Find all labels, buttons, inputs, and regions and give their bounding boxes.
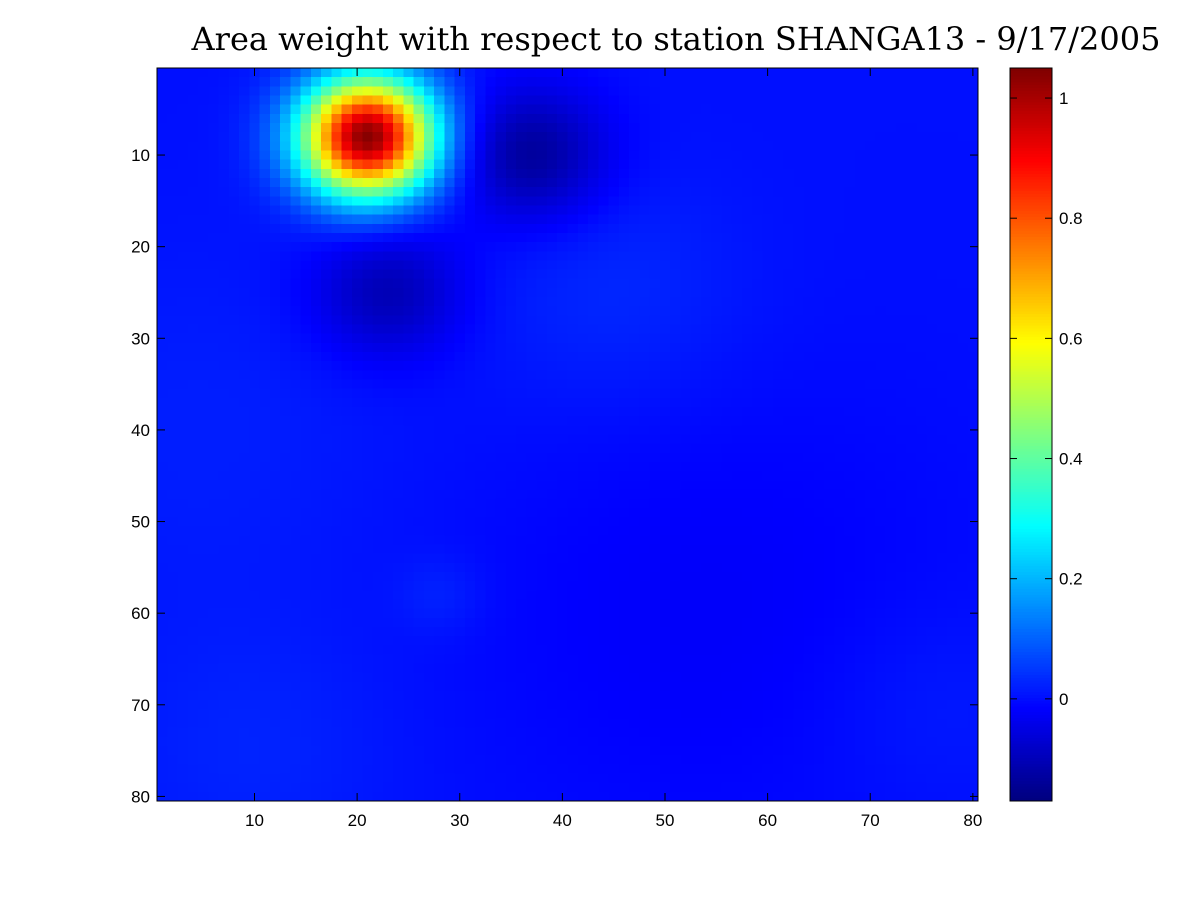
y-tick-label: 50 [131, 513, 150, 532]
x-axis: 10 20 30 40 50 60 70 80 [245, 68, 982, 830]
y-tick-label: 20 [131, 238, 150, 257]
colorbar-tick-label: 0.6 [1059, 329, 1083, 348]
colorbar: 0 0.2 0.4 0.6 0.8 1 [1009, 67, 1083, 802]
x-tick-label: 20 [348, 811, 367, 830]
colorbar-tick-label: 0 [1059, 690, 1068, 709]
colorbar-tick-label: 0.8 [1059, 209, 1083, 228]
colorbar-tick-label: 0.2 [1059, 570, 1083, 589]
x-tick-label: 60 [758, 811, 777, 830]
y-tick-label: 30 [131, 329, 150, 348]
y-tick-label: 10 [131, 146, 150, 165]
colorbar-gradient [1010, 68, 1052, 801]
y-axis: 10 20 30 40 50 60 70 80 [131, 146, 978, 806]
x-tick-label: 50 [656, 811, 675, 830]
x-tick-label: 30 [450, 811, 469, 830]
plot-frame [156, 67, 979, 802]
colorbar-tick-label: 1 [1059, 89, 1068, 108]
y-tick-label: 40 [131, 421, 150, 440]
x-tick-label: 70 [861, 811, 880, 830]
x-tick-label: 80 [963, 811, 982, 830]
colorbar-axis: 0 0.2 0.4 0.6 0.8 1 [1010, 89, 1083, 709]
heatmap-plot-area: 10 20 30 40 50 60 70 80 10 20 30 40 50 60 70 80 [131, 67, 982, 830]
y-tick-label: 60 [131, 604, 150, 623]
x-tick-label: 10 [245, 811, 264, 830]
x-tick-label: 40 [553, 811, 572, 830]
colorbar-tick-label: 0.4 [1059, 450, 1083, 469]
colorbar-frame [1009, 67, 1053, 802]
chart-title: Area weight with respect to station SHAN… [191, 20, 1161, 58]
y-tick-label: 80 [131, 787, 150, 806]
heatmap-cells [157, 68, 978, 801]
y-tick-label: 70 [131, 696, 150, 715]
